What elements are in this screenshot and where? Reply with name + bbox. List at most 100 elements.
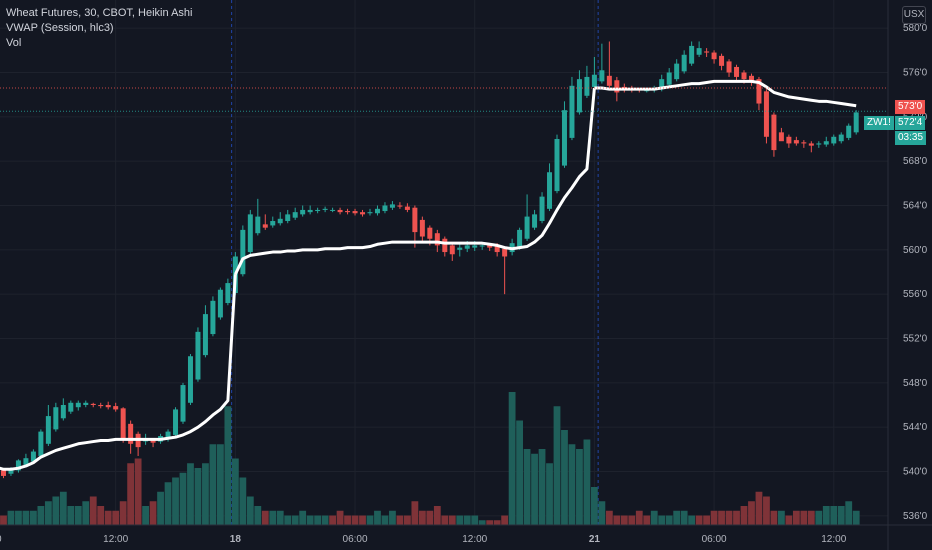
candle-body [330, 209, 336, 211]
x-tick-label: 06:00 [702, 534, 727, 545]
volume-bar [209, 444, 217, 525]
volume-bar [97, 506, 105, 525]
volume-bar [89, 496, 97, 525]
symbol-title[interactable]: Wheat Futures, 30, CBOT, Heikin Ashi [6, 7, 193, 19]
volume-bar [665, 515, 673, 525]
candle-body [771, 114, 777, 151]
candle-body [786, 136, 792, 144]
candle-body [195, 331, 201, 380]
volume-bar [112, 510, 120, 525]
candle-body [539, 196, 545, 222]
candle-body [352, 211, 358, 214]
volume-bar [748, 501, 755, 525]
candle-body [457, 247, 463, 250]
candle-body [838, 134, 844, 142]
volume-bar [194, 468, 202, 525]
candle-body [748, 75, 754, 82]
candle-body [689, 45, 695, 64]
volume-bar [725, 510, 733, 525]
volume-bar [770, 510, 778, 525]
volume-bar [418, 510, 426, 525]
y-tick-label: 576'0 [903, 68, 928, 79]
candle-body [68, 402, 74, 412]
candle-body [763, 91, 769, 137]
volume-bar [830, 506, 838, 525]
candle-body [554, 139, 560, 192]
volume-bar [815, 510, 823, 525]
currency-button[interactable]: USX [902, 6, 926, 24]
volume-bar [426, 510, 434, 525]
volume-bar [822, 506, 830, 525]
x-tick-label: 12:00 [103, 534, 128, 545]
x-tick-label: 06:00 [343, 534, 368, 545]
candle-body [307, 209, 313, 213]
volume-bar [389, 510, 396, 525]
volume-bar [576, 449, 583, 525]
volume-bar [441, 515, 449, 525]
y-tick-label: 552'0 [903, 334, 928, 345]
volume-bar [0, 515, 7, 525]
volume-bar [37, 506, 45, 525]
candle-body [38, 431, 44, 456]
candle-body [367, 212, 373, 214]
volume-bar [531, 453, 538, 525]
volume-bar [374, 510, 381, 525]
volume-bar [142, 506, 149, 525]
volume-bar [673, 510, 681, 525]
candle-body [397, 205, 403, 207]
volume-bar [695, 515, 703, 525]
volume-bar [553, 406, 561, 525]
candle-body [173, 409, 179, 435]
candle-body [808, 143, 814, 146]
volume-bar [246, 496, 254, 525]
y-tick-label: 536'0 [903, 511, 928, 522]
candle-body [143, 440, 149, 442]
volume-bar [74, 506, 82, 525]
volume-bar [344, 515, 351, 525]
volume-bar [104, 510, 112, 525]
volume-bar [807, 510, 815, 525]
candle-body [389, 204, 395, 208]
ticker-badge: ZW1! [864, 116, 894, 130]
candle-body [404, 206, 410, 210]
volume-bar [52, 496, 60, 525]
volume-bar [202, 463, 209, 525]
volume-bar [217, 444, 224, 525]
vwap-indicator-label[interactable]: VWAP (Session, hlc3) [6, 22, 114, 34]
candle-body [524, 216, 530, 239]
candle-body [285, 214, 291, 222]
volume-bar [291, 515, 299, 525]
candle-body [479, 245, 485, 247]
volume-bar [680, 510, 688, 525]
candle-body [734, 66, 740, 77]
candle-body [659, 79, 665, 90]
volume-bar [710, 510, 718, 525]
candle-body [8, 469, 14, 474]
volume-bar [224, 406, 232, 525]
candle-body [666, 72, 672, 85]
volume-bar [733, 510, 740, 525]
candle-body [45, 416, 51, 444]
volume-bar [351, 515, 359, 525]
candle-body [345, 211, 351, 213]
x-tick-label: 12:00 [462, 534, 487, 545]
candle-body [374, 208, 380, 214]
candle-body [434, 233, 440, 246]
volume-indicator-label[interactable]: Vol [6, 37, 22, 49]
volume-bar [688, 515, 696, 525]
candle-body [741, 72, 747, 80]
candle-body [98, 405, 104, 407]
y-tick-label: 580'0 [903, 23, 928, 34]
volume-bar [276, 510, 284, 525]
volume-bar [299, 510, 307, 525]
volume-bar [523, 449, 531, 525]
volume-bar [7, 510, 15, 525]
candle-body [831, 136, 837, 144]
candle-body [674, 63, 680, 80]
volume-bar [568, 444, 576, 525]
x-tick-label: 00 [0, 534, 2, 545]
volume-bar [508, 392, 516, 525]
candle-body [681, 54, 687, 72]
